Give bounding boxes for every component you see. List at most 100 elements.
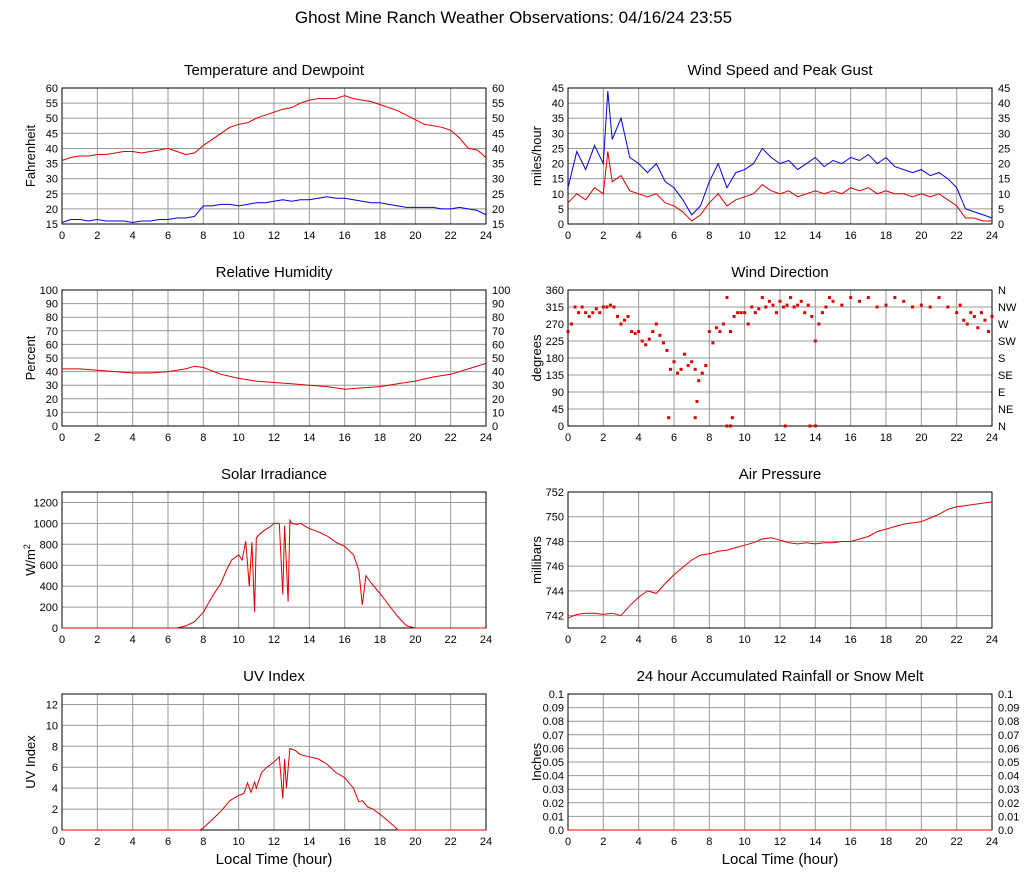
y-right-tick-label: 10 <box>998 189 1010 201</box>
x-tick-label: 6 <box>165 230 171 242</box>
x-tick-label: 6 <box>671 230 677 242</box>
data-point <box>570 322 574 326</box>
y-tick-label: 0 <box>558 219 564 231</box>
plot-frame <box>567 491 993 629</box>
data-point <box>750 305 754 309</box>
x-tick-label: 14 <box>809 836 821 848</box>
data-point <box>693 416 697 420</box>
data-point <box>743 311 747 315</box>
x-tick-label: 10 <box>739 230 751 242</box>
plot-frame <box>567 289 993 427</box>
data-point <box>605 305 609 309</box>
x-tick-label: 0 <box>565 230 571 242</box>
x-tick-label: 0 <box>59 836 65 848</box>
data-point <box>711 341 715 345</box>
y-tick-label: 400 <box>40 581 58 593</box>
y-right-tick-label: 60 <box>492 339 504 351</box>
data-point <box>573 305 577 309</box>
x-tick-label: 12 <box>774 432 786 444</box>
y-tick-label: 180 <box>546 353 564 365</box>
x-tick-label: 18 <box>374 432 386 444</box>
series-line <box>62 518 486 629</box>
y-tick-label: 40 <box>46 367 58 379</box>
y-tick-label: 12 <box>46 699 58 711</box>
x-tick-label: 12 <box>774 634 786 646</box>
y-tick-label: 744 <box>546 586 564 598</box>
data-point <box>630 330 634 334</box>
y-right-tick-label: 0 <box>492 421 498 433</box>
y-tick-label: 100 <box>40 285 58 297</box>
x-tick-label: 18 <box>374 230 386 242</box>
y-tick-label: 40 <box>46 143 58 155</box>
data-point <box>875 305 879 309</box>
data-point <box>976 326 980 330</box>
x-tick-label: 6 <box>671 634 677 646</box>
x-tick-label: 22 <box>951 230 963 242</box>
x-tick-label: 2 <box>600 432 606 444</box>
y-tick-label: 0.0 <box>549 825 564 837</box>
chart-title: Wind Speed and Peak Gust <box>687 62 873 79</box>
series-line <box>62 747 486 831</box>
data-point <box>928 305 932 309</box>
x-tick-label: 24 <box>986 836 998 848</box>
y-tick-label: 70 <box>46 326 58 338</box>
data-point <box>831 299 835 303</box>
y-tick-label: 315 <box>546 302 564 314</box>
data-point <box>693 367 697 371</box>
y-tick-label: 0.05 <box>543 757 564 769</box>
x-tick-label: 8 <box>706 836 712 848</box>
data-point <box>783 424 787 428</box>
y-tick-label: 45 <box>552 404 564 416</box>
x-tick-label: 20 <box>915 634 927 646</box>
data-point <box>817 322 821 326</box>
chart-title: Wind Direction <box>731 264 829 281</box>
x-tick-label: 4 <box>130 230 136 242</box>
y-right-tick-label: 40 <box>492 143 504 155</box>
x-tick-label: 14 <box>303 836 315 848</box>
data-point <box>676 371 680 375</box>
y-tick-label: 80 <box>46 312 58 324</box>
x-tick-label: 14 <box>303 634 315 646</box>
y-tick-label: 748 <box>546 536 564 548</box>
data-point <box>986 330 990 334</box>
x-tick-label: 10 <box>233 836 245 848</box>
x-tick-label: 18 <box>880 836 892 848</box>
chart-title: 24 hour Accumulated Rainfall or Snow Mel… <box>637 668 925 685</box>
data-point <box>799 299 803 303</box>
x-tick-label: 18 <box>374 634 386 646</box>
y-axis-label: Fahrenheit <box>23 125 38 188</box>
y-tick-label: 40 <box>552 98 564 110</box>
data-point <box>785 303 789 307</box>
y-right-tick-label: 50 <box>492 113 504 125</box>
y-right-tick-label: 30 <box>492 174 504 186</box>
y-right-tick-label: 45 <box>998 83 1010 95</box>
y-right-tick-label: 15 <box>998 174 1010 186</box>
y-tick-label: 200 <box>40 602 58 614</box>
y-tick-label: 45 <box>552 83 564 95</box>
data-point <box>767 299 771 303</box>
y-right-tick-label: 10 <box>492 407 504 419</box>
data-point <box>990 314 994 318</box>
x-tick-label: 20 <box>409 432 421 444</box>
x-tick-label: 0 <box>59 634 65 646</box>
data-point <box>827 296 831 300</box>
x-tick-label: 16 <box>845 836 857 848</box>
x-tick-label: 4 <box>636 634 642 646</box>
y-right-tick-label: 45 <box>492 128 504 140</box>
x-tick-label: 12 <box>268 432 280 444</box>
x-tick-label: 22 <box>951 836 963 848</box>
series-line <box>61 196 487 224</box>
x-tick-label: 12 <box>268 634 280 646</box>
data-point <box>824 305 828 309</box>
data-point <box>803 311 807 315</box>
y-tick-label: 35 <box>552 113 564 125</box>
data-point <box>665 348 669 352</box>
data-point <box>695 399 699 403</box>
y-tick-label: 360 <box>546 285 564 297</box>
y-right-tick-label: 0.07 <box>998 730 1019 742</box>
x-tick-label: 22 <box>445 836 457 848</box>
x-tick-label: 22 <box>951 432 963 444</box>
data-point <box>654 322 658 326</box>
y-tick-label: 15 <box>552 174 564 186</box>
